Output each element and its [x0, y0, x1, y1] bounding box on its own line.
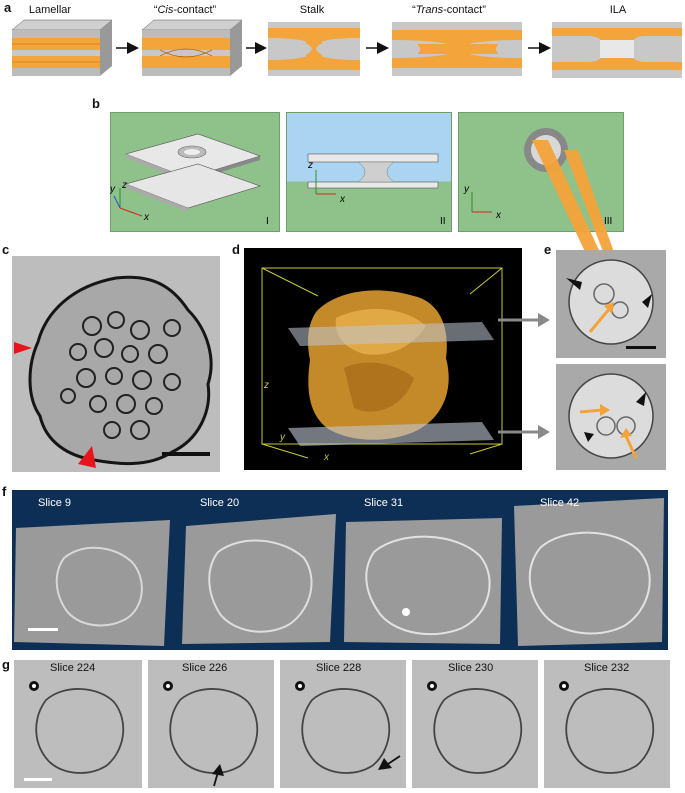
stage-stalk-diagram: [268, 22, 360, 76]
b2-axis-x: x: [339, 194, 346, 205]
panel-f-letter: f: [2, 484, 7, 499]
f-slice-3-label: Slice 31: [364, 497, 404, 509]
panel-a-letter: a: [4, 0, 12, 15]
b3-axis-x: x: [495, 210, 502, 221]
stage-title-ila: ILA: [609, 4, 627, 16]
g-slice-2-label: Slice 226: [182, 662, 228, 674]
panel-b-drawings: z y x I z x II y x III: [110, 128, 612, 227]
stage-title-stalk: Stalk: [299, 4, 325, 16]
f-slice-2: [178, 492, 338, 648]
g-slice-3-label: Slice 228: [316, 662, 362, 674]
stage-cis-contact-diagram: [141, 19, 243, 76]
stage-title-trans-contact: “Trans-contact”: [412, 4, 486, 16]
panel-d-to-e-arrows: [498, 313, 550, 439]
f-slice-2-label: Slice 20: [200, 497, 240, 509]
stage-ila-diagram: [552, 22, 682, 78]
b1-axis-x: x: [143, 212, 150, 223]
d-axis-y: y: [279, 432, 286, 443]
f-slice-3: [344, 492, 504, 648]
b2-axis-z: z: [307, 160, 313, 171]
panel-e-image-bottom: [556, 364, 666, 470]
roman-III: III: [604, 216, 612, 227]
g-slice-1-label: Slice 224: [50, 662, 96, 674]
panel-b-letter: b: [92, 96, 100, 111]
panel-c-letter: c: [2, 242, 10, 257]
stage-trans-contact-diagram: [392, 22, 522, 76]
roman-II: II: [440, 216, 446, 227]
panel-e-letter: e: [544, 242, 552, 257]
stage-lamellar-diagram: [11, 19, 113, 76]
f-slice-4-label: Slice 42: [540, 497, 580, 509]
panel-d-letter: d: [232, 242, 240, 257]
panel-g-letter: g: [2, 657, 10, 672]
panel-a-diagram: [11, 19, 682, 78]
panel-c-image: [12, 256, 220, 472]
panel-e-image-top: [556, 250, 666, 358]
f-slice-1: [14, 492, 172, 648]
g-slice-1: [14, 660, 142, 788]
f-slice-4: [510, 492, 666, 648]
g-slice-4-label: Slice 230: [448, 662, 494, 674]
g-slice-3: [280, 660, 406, 788]
g-slice-2: [148, 660, 274, 788]
f-slice-1-label: Slice 9: [38, 497, 72, 509]
roman-I: I: [266, 216, 269, 227]
stage-title-cis-contact: “Cis-contact”: [153, 4, 217, 16]
b1-axis-z: z: [121, 180, 127, 191]
b3-axis-y: y: [463, 184, 470, 195]
d-axis-x: x: [323, 452, 330, 463]
g-slice-5-label: Slice 232: [584, 662, 630, 674]
d-axis-z: z: [263, 380, 269, 391]
b1-axis-y: y: [110, 184, 116, 195]
g-slice-4: [412, 660, 538, 788]
stage-title-lamellar: Lamellar: [28, 4, 72, 16]
g-slice-5: [544, 660, 670, 788]
panel-d-render: z y x: [244, 248, 522, 470]
